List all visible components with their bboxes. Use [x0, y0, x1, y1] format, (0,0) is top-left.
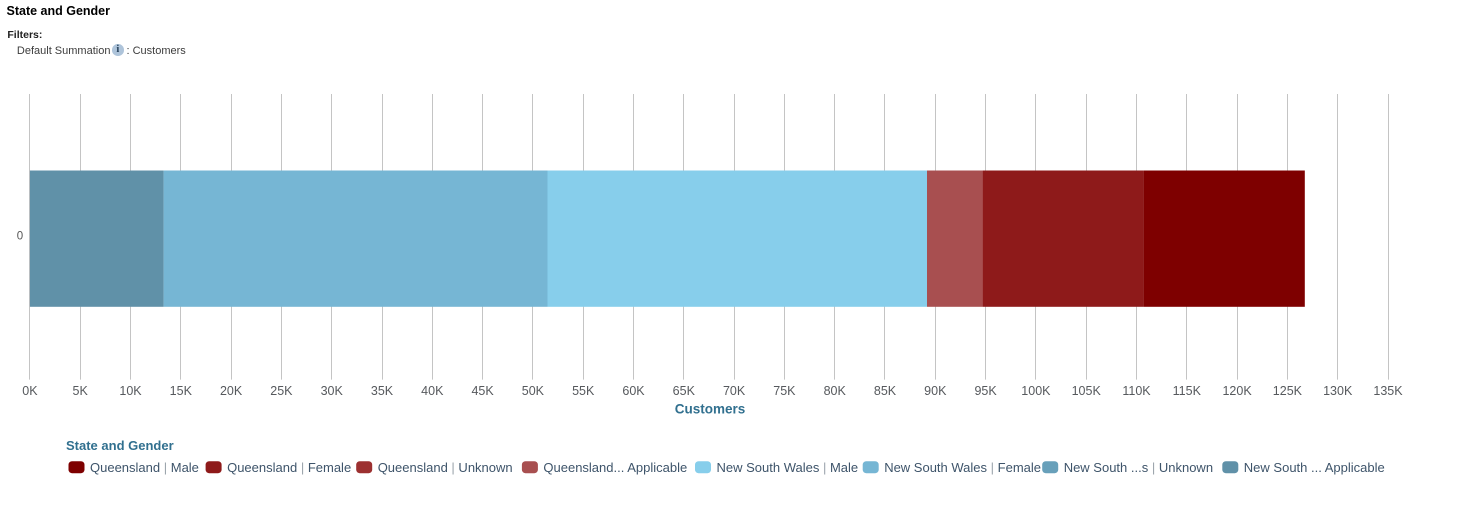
- svg-text:50K: 50K: [522, 384, 545, 398]
- svg-text:25K: 25K: [270, 384, 293, 398]
- svg-text:40K: 40K: [421, 384, 444, 398]
- svg-text:20K: 20K: [220, 384, 243, 398]
- svg-text:New South Wales | Male: New South Wales | Male: [717, 460, 859, 475]
- svg-text:120K: 120K: [1222, 384, 1252, 398]
- svg-text:115K: 115K: [1173, 384, 1202, 398]
- svg-text:New South Wales | Female: New South Wales | Female: [884, 460, 1041, 475]
- svg-text:New South ... Applicable: New South ... Applicable: [1244, 460, 1385, 475]
- svg-text:95K: 95K: [974, 384, 997, 398]
- svg-text:5K: 5K: [73, 384, 89, 398]
- svg-text:135K: 135K: [1373, 384, 1403, 398]
- svg-text:0: 0: [17, 231, 23, 243]
- svg-text:Queensland | Female: Queensland | Female: [227, 460, 351, 475]
- svg-text:125K: 125K: [1273, 384, 1303, 398]
- svg-text:80K: 80K: [824, 384, 847, 398]
- svg-text:105K: 105K: [1072, 384, 1102, 398]
- svg-text:35K: 35K: [371, 384, 394, 398]
- svg-text:90K: 90K: [924, 384, 947, 398]
- svg-text:0K: 0K: [22, 384, 38, 398]
- svg-text:70K: 70K: [723, 384, 746, 398]
- svg-text:Queensland | Male: Queensland | Male: [90, 460, 199, 475]
- svg-text:100K: 100K: [1021, 384, 1051, 398]
- svg-text:Customers: Customers: [675, 402, 746, 417]
- svg-text:75K: 75K: [773, 384, 796, 398]
- svg-text:45K: 45K: [471, 384, 494, 398]
- svg-text:85K: 85K: [874, 384, 897, 398]
- svg-text:110K: 110K: [1122, 384, 1151, 398]
- svg-text:30K: 30K: [321, 384, 344, 398]
- svg-text:60K: 60K: [622, 384, 645, 398]
- svg-text:55K: 55K: [572, 384, 595, 398]
- svg-text:State and Gender: State and Gender: [66, 438, 174, 453]
- svg-text:New South ...s | Unknown: New South ...s | Unknown: [1064, 460, 1213, 475]
- svg-text:15K: 15K: [170, 384, 193, 398]
- svg-text:10K: 10K: [119, 384, 142, 398]
- svg-text:Queensland | Unknown: Queensland | Unknown: [378, 460, 513, 475]
- svg-text:Queensland... Applicable: Queensland... Applicable: [543, 460, 687, 475]
- svg-text:65K: 65K: [673, 384, 696, 398]
- svg-text:130K: 130K: [1323, 384, 1353, 398]
